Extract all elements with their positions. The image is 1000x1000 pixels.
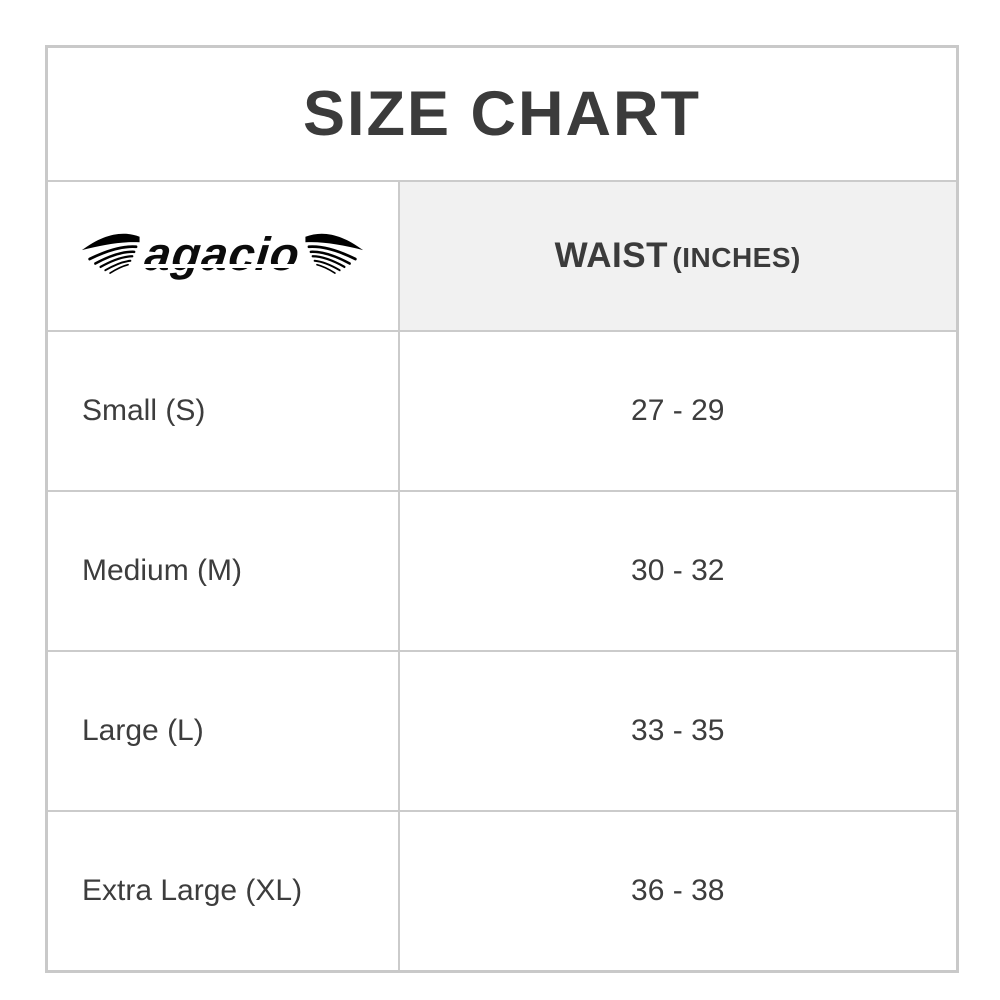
size-label: Small (S) xyxy=(82,394,206,427)
waist-value: 27 - 29 xyxy=(631,394,725,427)
waist-value: 33 - 35 xyxy=(631,714,725,747)
brand-logo-text: agacio xyxy=(140,227,306,280)
waist-header-cell: WAIST (INCHES) xyxy=(397,180,959,332)
left-wing-icon xyxy=(82,233,140,274)
brand-logo: agacio xyxy=(79,227,366,280)
table-row: Large (L) 33 - 35 xyxy=(45,650,959,812)
table-row: Small (S) 27 - 29 xyxy=(45,330,959,492)
size-label: Large (L) xyxy=(82,714,204,747)
waist-value: 30 - 32 xyxy=(631,554,725,587)
waist-header-unit: (INCHES) xyxy=(672,242,801,273)
waist-value: 36 - 38 xyxy=(631,874,725,907)
title-cell: SIZE CHART xyxy=(45,45,959,182)
size-cell: Large (L) xyxy=(45,650,400,812)
right-wing-icon xyxy=(305,233,364,274)
header-row: agacio WAIST (INCHES) xyxy=(45,180,959,332)
page-title: SIZE CHART xyxy=(303,79,701,149)
size-label: Extra Large (XL) xyxy=(82,874,303,907)
size-cell: Extra Large (XL) xyxy=(45,810,400,973)
size-cell: Medium (M) xyxy=(45,490,400,652)
waist-header-label: WAIST xyxy=(554,236,668,275)
table-row: Extra Large (XL) 36 - 38 xyxy=(45,810,959,973)
size-chart-table: SIZE CHART agacio xyxy=(45,45,959,973)
table-row: Medium (M) 30 - 32 xyxy=(45,490,959,652)
size-cell: Small (S) xyxy=(45,330,400,492)
title-row: SIZE CHART xyxy=(45,45,959,182)
waist-cell: 36 - 38 xyxy=(397,810,959,973)
waist-cell: 30 - 32 xyxy=(397,490,959,652)
size-label: Medium (M) xyxy=(82,554,243,587)
waist-cell: 27 - 29 xyxy=(397,330,959,492)
brand-cell: agacio xyxy=(45,180,400,332)
waist-cell: 33 - 35 xyxy=(397,650,959,812)
